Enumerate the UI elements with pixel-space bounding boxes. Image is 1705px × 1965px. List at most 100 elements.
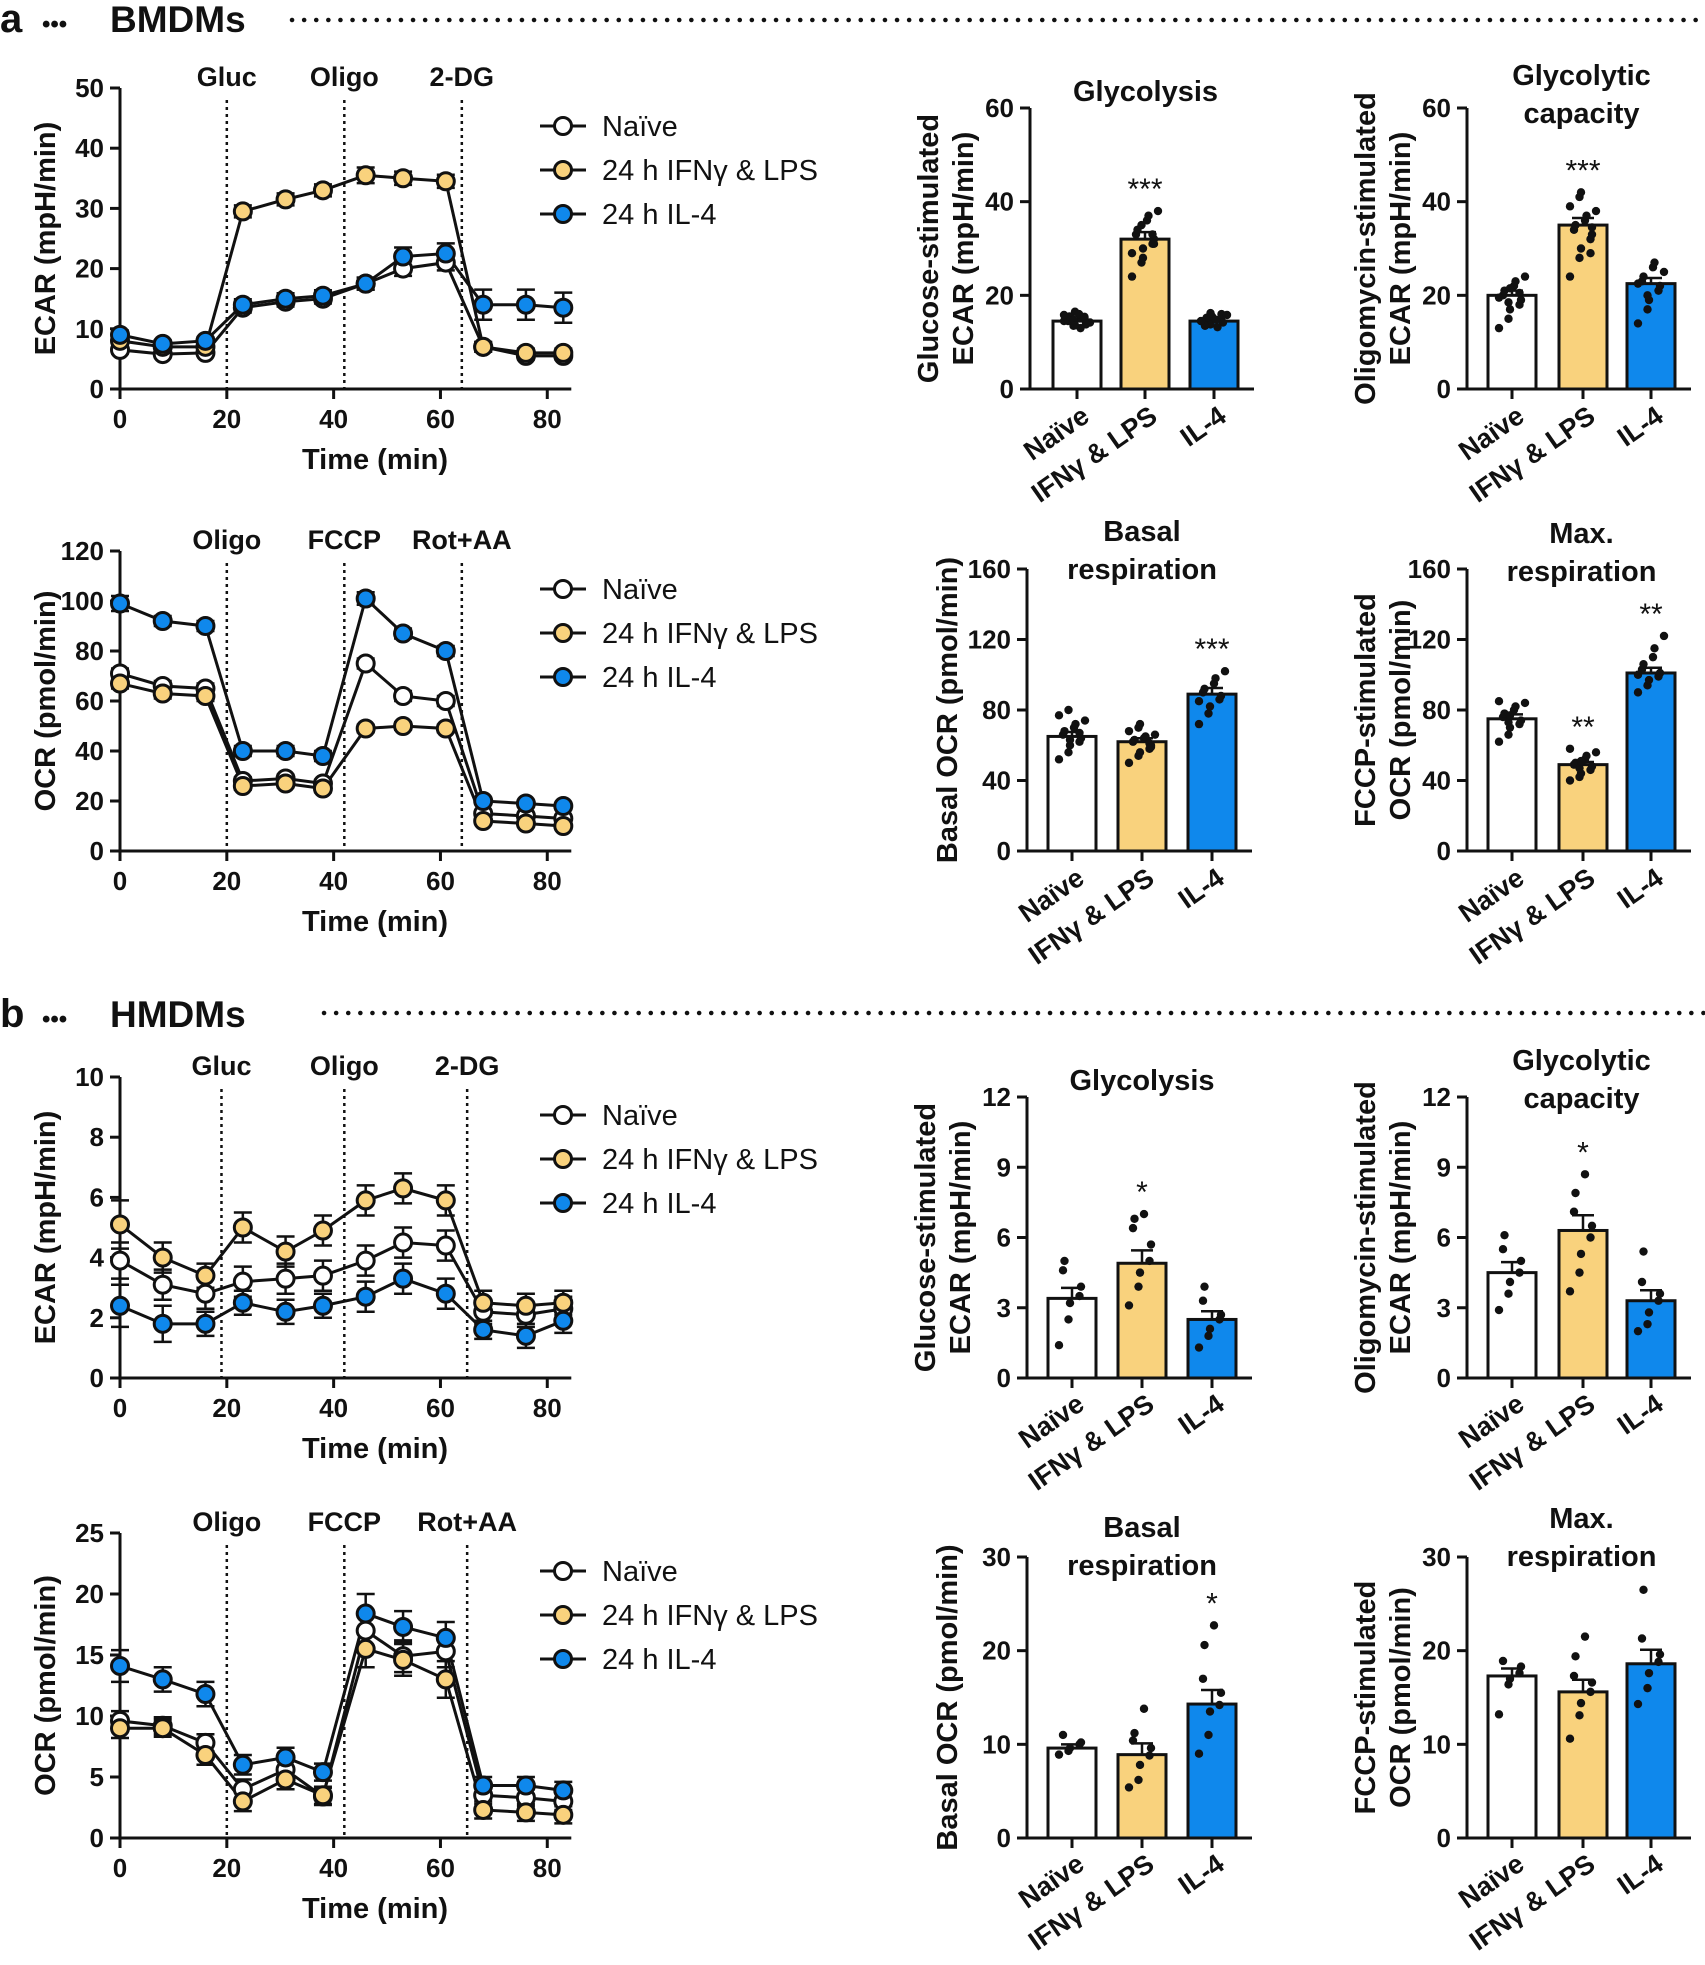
data-point — [312, 1785, 333, 1806]
data-point — [1580, 1632, 1590, 1641]
y-tick-label: 20 — [75, 1579, 104, 1609]
chart-title: respiration — [1507, 556, 1657, 588]
data-point — [312, 1265, 333, 1286]
data-point — [1138, 253, 1148, 263]
data-point — [1520, 272, 1530, 281]
data-point — [1643, 1319, 1652, 1329]
data-point — [1216, 691, 1226, 701]
chart-title: Max. — [1549, 1503, 1613, 1535]
data-point — [1587, 1221, 1597, 1230]
x-category-label: IL-4 — [1175, 400, 1232, 452]
y-tick-label: 20 — [985, 280, 1014, 310]
y-axis-label: OCR (pmol/min) — [1385, 600, 1417, 821]
x-tick-label: 80 — [533, 1393, 562, 1423]
data-point — [1565, 272, 1575, 281]
data-point — [312, 1762, 333, 1783]
injection-label: Gluc — [197, 62, 257, 92]
data-point — [1200, 1282, 1209, 1291]
y-tick-label: 3 — [997, 1293, 1011, 1323]
data-point — [355, 1190, 376, 1211]
data-point — [1571, 220, 1580, 230]
chart-title: Basal — [1103, 516, 1180, 548]
data-point — [1565, 1734, 1575, 1743]
legend-label: 24 h IFNγ & LPS — [602, 155, 818, 187]
data-point — [553, 1804, 574, 1825]
data-point — [1204, 1730, 1213, 1740]
data-point — [1643, 1683, 1652, 1693]
data-point — [515, 1325, 536, 1346]
y-tick-label: 6 — [1437, 1223, 1451, 1253]
data-point — [1587, 223, 1597, 232]
data-point — [1127, 272, 1137, 281]
significance-label: ** — [1639, 598, 1663, 631]
significance-label: *** — [1127, 173, 1162, 206]
data-point — [1659, 267, 1669, 277]
data-point — [393, 1268, 414, 1289]
chart-title: respiration — [1507, 1541, 1657, 1573]
data-point — [1196, 316, 1206, 326]
data-point — [152, 683, 173, 704]
data-point — [1520, 698, 1530, 708]
data-point — [1128, 1223, 1138, 1233]
data-point — [312, 285, 333, 306]
data-point — [1655, 1650, 1665, 1659]
chart-title: Glycolytic — [1512, 60, 1651, 92]
data-point — [1576, 188, 1586, 197]
data-point — [1505, 284, 1515, 293]
data-point — [1494, 696, 1504, 706]
x-tick-label: 0 — [113, 404, 127, 434]
data-point — [553, 297, 574, 318]
significance-label: ** — [1571, 711, 1595, 744]
x-tick-label: 20 — [212, 1853, 241, 1883]
data-point — [1153, 206, 1163, 216]
y-tick-label: 30 — [1422, 1542, 1451, 1572]
data-point — [1494, 1710, 1504, 1719]
panel-b-letter: b — [0, 992, 24, 1036]
y-tick-label: 80 — [75, 636, 104, 666]
series-line — [119, 1277, 564, 1338]
y-axis-label: Glucose-stimulated — [913, 114, 945, 383]
y-tick-label: 10 — [1422, 1729, 1451, 1759]
data-point — [1643, 305, 1652, 314]
legend-label: 24 h IFNγ & LPS — [602, 1144, 818, 1176]
x-tick-label: 80 — [533, 866, 562, 896]
data-point — [1080, 716, 1090, 725]
data-point — [110, 1655, 130, 1676]
data-point — [1582, 751, 1591, 761]
bar — [1046, 1746, 1098, 1840]
y-tick-label: 3 — [1437, 1293, 1451, 1323]
injection-label: Oligo — [310, 62, 379, 92]
data-point — [232, 1271, 253, 1292]
bar — [1486, 1674, 1538, 1840]
data-point — [1065, 1298, 1075, 1308]
legend-marker — [553, 1149, 573, 1169]
y-tick-label: 50 — [75, 73, 104, 103]
data-point — [1633, 688, 1643, 697]
data-point — [1127, 248, 1137, 258]
y-axis-label: ECAR (mpH/min) — [30, 1111, 62, 1345]
legend-label: 24 h IL-4 — [602, 662, 716, 694]
data-point — [1643, 291, 1652, 300]
data-point — [1571, 1652, 1580, 1661]
legend-marker — [553, 204, 573, 224]
bar — [1116, 1261, 1168, 1380]
legend-label: 24 h IFNγ & LPS — [602, 1600, 818, 1632]
data-point — [355, 1620, 376, 1641]
data-point — [1494, 293, 1504, 302]
data-point — [232, 1791, 253, 1812]
data-point — [553, 1310, 574, 1331]
legend-marker — [553, 623, 573, 643]
panel-b-title: HMDMs — [110, 994, 246, 1035]
injection-label: Oligo — [192, 525, 261, 555]
chart-title: Basal — [1103, 1512, 1180, 1544]
data-point — [1058, 1266, 1068, 1275]
a-max-respiration-bar-chart: 0 40 80 120 160 FCCP-stimulated OCR (pmol/min)… — [1350, 518, 1691, 970]
y-axis-label: FCCP-stimulated — [1350, 593, 1382, 827]
data-point — [1194, 696, 1204, 706]
series-line — [119, 1611, 564, 1792]
bar — [1186, 692, 1238, 853]
data-point — [1644, 1308, 1654, 1317]
data-point — [275, 1747, 296, 1768]
data-point — [1565, 1287, 1575, 1296]
data-point — [1060, 726, 1069, 736]
